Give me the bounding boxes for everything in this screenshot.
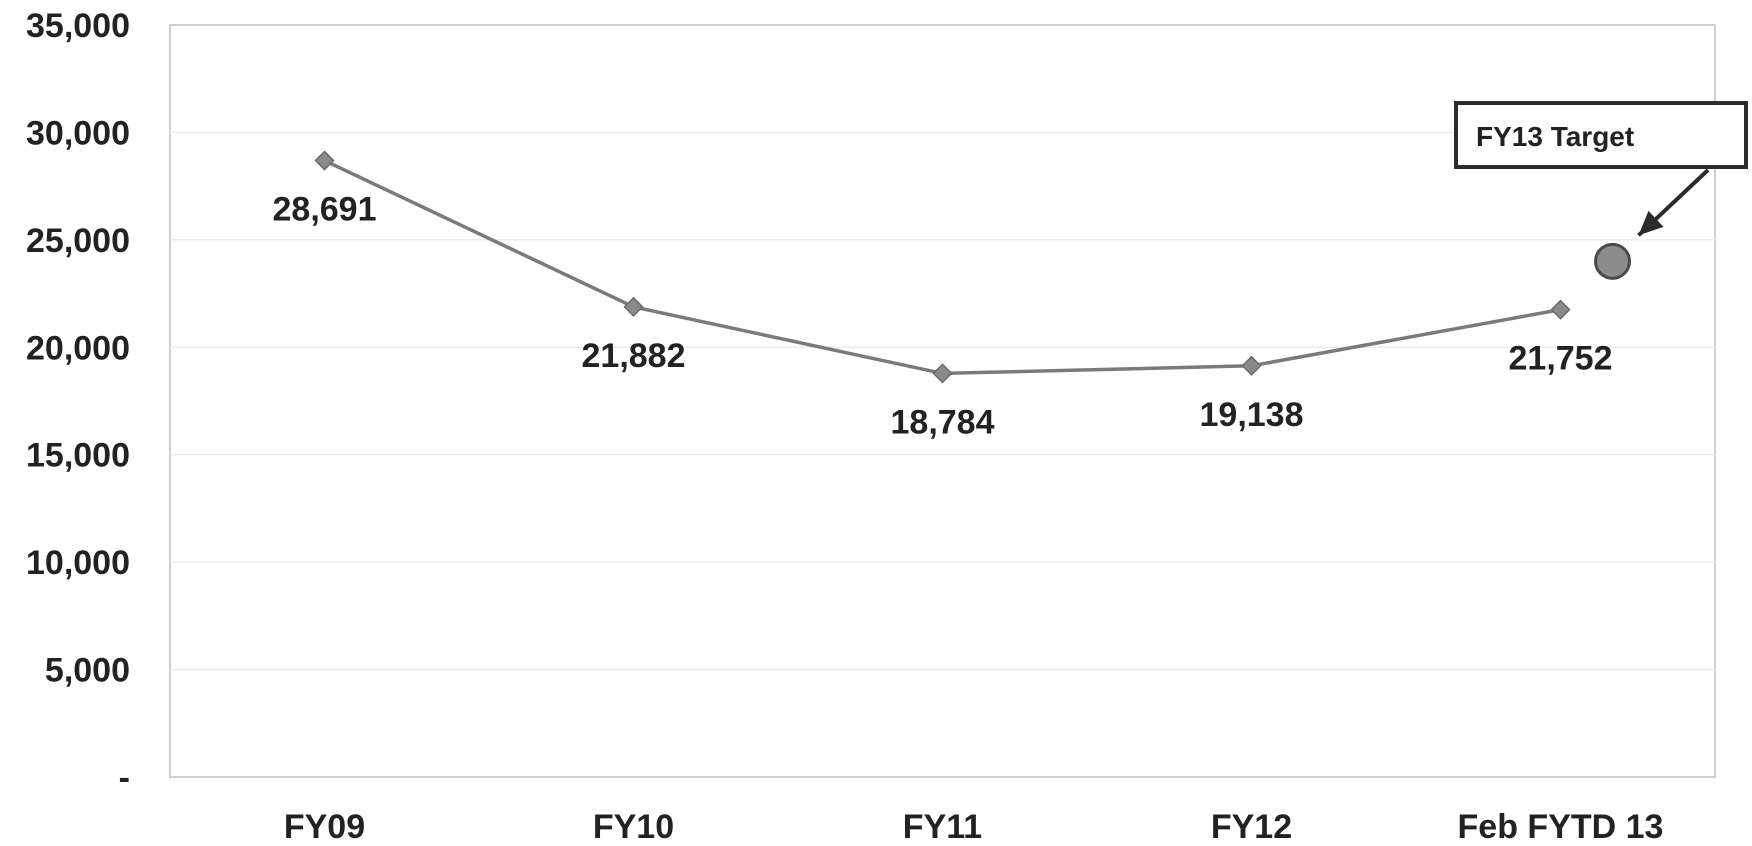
gridlines — [170, 131, 1715, 671]
y-axis: - 5,000 10,000 15,000 20,000 25,000 30,000 35,0… — [26, 7, 130, 797]
data-label: 18,784 — [891, 403, 995, 441]
data-label: 21,882 — [582, 337, 686, 375]
data-label: 19,138 — [1200, 396, 1304, 434]
series-line — [323, 158, 1561, 376]
series-group — [314, 150, 1571, 384]
data-point — [623, 296, 644, 317]
target-arrowhead — [1638, 210, 1664, 236]
x-tick-label: Feb FYTD 13 — [1458, 808, 1664, 846]
target-group: FY13 Target — [1454, 101, 1748, 280]
y-tick-label: 20,000 — [26, 329, 130, 367]
y-tick-label: 15,000 — [26, 437, 130, 475]
plot-area-border — [169, 24, 1716, 778]
x-axis: FY09 FY10 FY11 FY12 Feb FYTD 13 — [284, 808, 1664, 846]
data-label: 21,752 — [1509, 340, 1613, 378]
y-tick-label: 25,000 — [26, 222, 130, 260]
x-tick-label: FY09 — [284, 808, 365, 846]
y-tick-label: 10,000 — [26, 544, 130, 582]
data-point — [1550, 299, 1571, 320]
target-callout-label: FY13 Target — [1476, 121, 1634, 152]
target-callout-box — [1454, 101, 1748, 169]
y-tick-label: - — [119, 759, 130, 797]
y-tick-label: 30,000 — [26, 114, 130, 152]
data-labels: 28,691 21,882 18,784 19,138 21,752 — [273, 191, 1613, 442]
target-marker — [1594, 242, 1631, 280]
data-point — [932, 363, 953, 384]
data-label: 28,691 — [273, 191, 377, 229]
data-point — [1241, 355, 1262, 376]
data-point — [314, 150, 335, 171]
x-tick-label: FY12 — [1211, 808, 1292, 846]
x-tick-label: FY11 — [903, 808, 982, 846]
y-tick-label: 5,000 — [45, 652, 130, 690]
y-tick-label: 35,000 — [26, 7, 130, 45]
x-tick-label: FY10 — [593, 808, 674, 846]
